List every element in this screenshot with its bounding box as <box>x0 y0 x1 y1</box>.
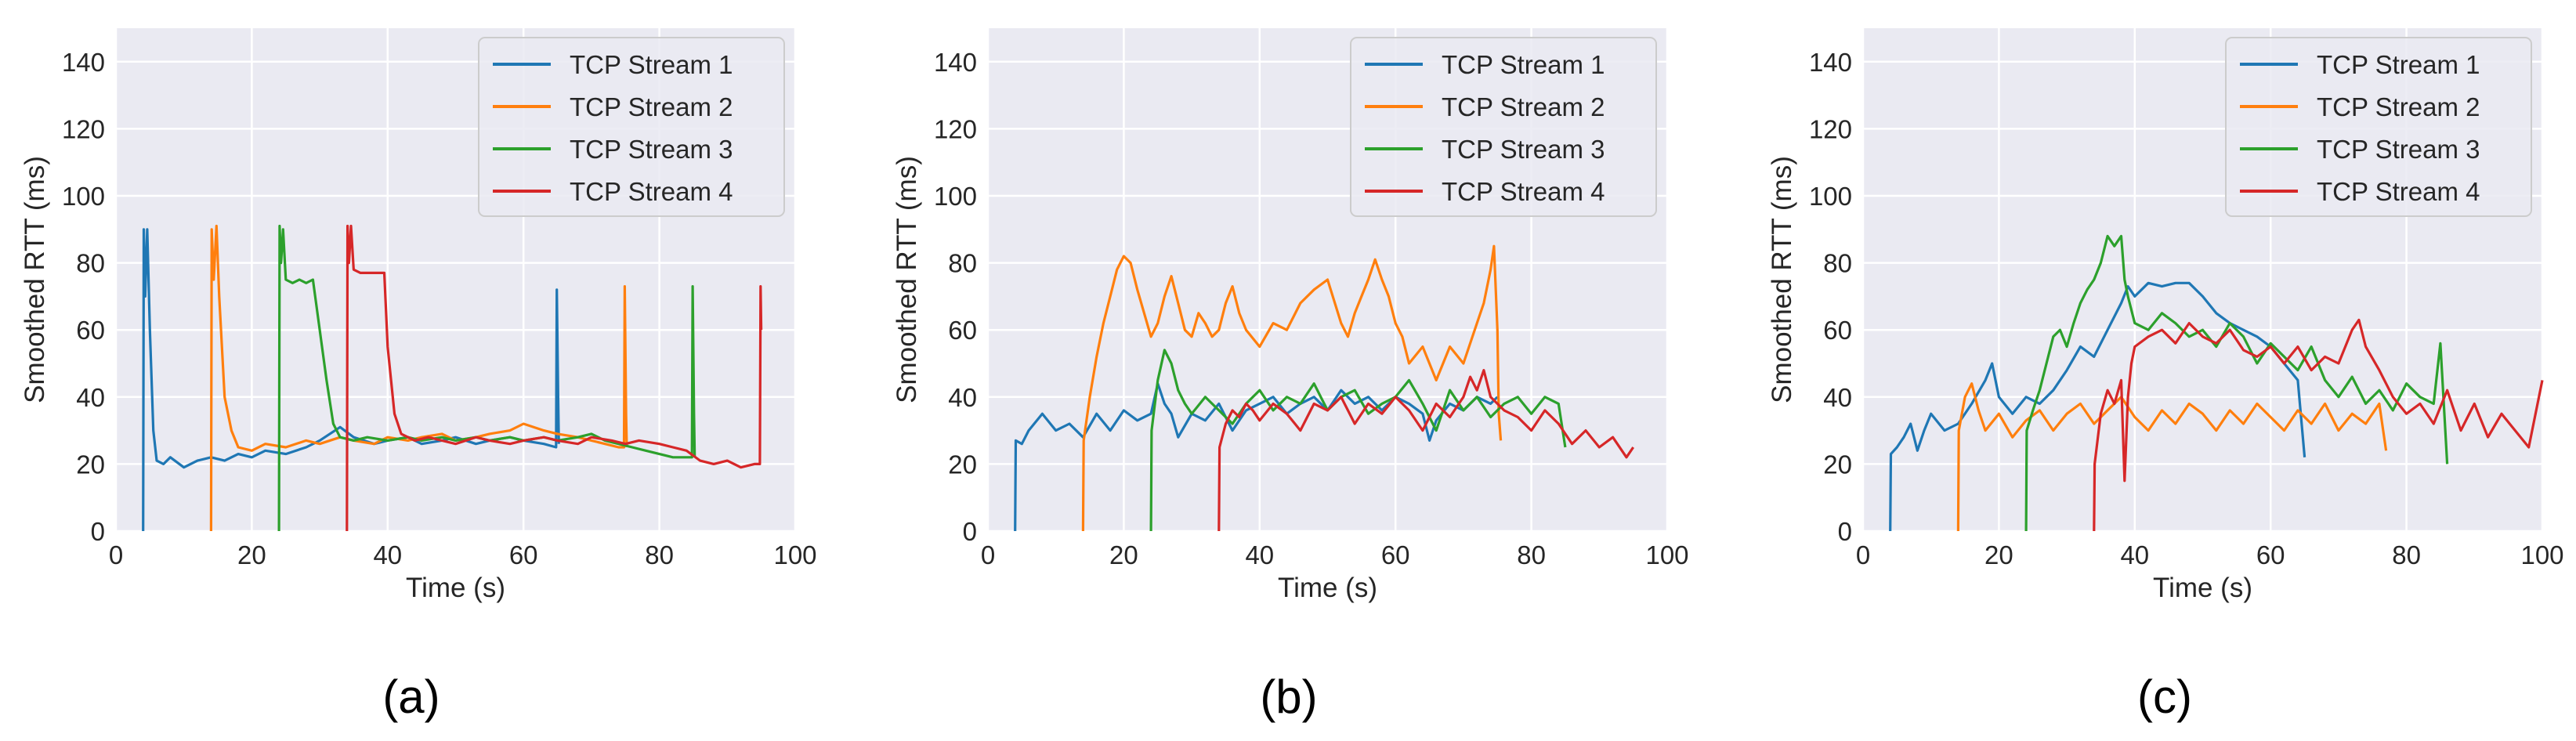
legend-label-3: TCP Stream 3 <box>2317 135 2480 164</box>
caption-a: (a) <box>382 671 440 723</box>
y-tick-label: 100 <box>934 182 977 211</box>
legend: TCP Stream 1 TCP Stream 2 TCP Stream 3 TCP … <box>1350 37 1657 217</box>
legend-label-4: TCP Stream 4 <box>1442 177 1605 206</box>
y-axis-label: Smoothed RTT (ms) <box>1767 156 1797 403</box>
y-tick-label: 80 <box>1823 249 1852 278</box>
x-tick-label: 80 <box>2392 540 2421 569</box>
y-axis-label: Smoothed RTT (ms) <box>20 156 50 403</box>
legend-label-1: TCP Stream 1 <box>1442 50 1605 79</box>
x-tick-label: 60 <box>1381 540 1410 569</box>
legend-label-1: TCP Stream 1 <box>2317 50 2480 79</box>
caption-b: (b) <box>1260 671 1317 723</box>
series-line-2 <box>1081 244 1503 532</box>
legend-label-2: TCP Stream 2 <box>2317 92 2480 121</box>
series-line-4 <box>1217 369 1635 532</box>
legend-label-3: TCP Stream 3 <box>1442 135 1605 164</box>
legend-label-4: TCP Stream 4 <box>2317 177 2480 206</box>
y-tick-label: 140 <box>62 48 105 77</box>
y-tick-label: 20 <box>948 450 977 479</box>
x-tick-label: 100 <box>1645 540 1688 569</box>
legend-label-4: TCP Stream 4 <box>570 177 733 206</box>
x-tick-label: 20 <box>1109 540 1138 569</box>
y-tick-label: 140 <box>1809 48 1852 77</box>
series-line-3 <box>2024 234 2449 532</box>
chart-panel-a: 0 20 40 60 80 100 0 20 40 60 80 100 120 140 Time (s) Sm… <box>20 28 817 603</box>
y-tick-label: 60 <box>948 316 977 345</box>
legend-label-2: TCP Stream 2 <box>1442 92 1605 121</box>
series-line-2 <box>209 224 628 532</box>
series-line-1 <box>1889 281 2306 532</box>
x-tick-label: 80 <box>1517 540 1546 569</box>
y-tick-label: 120 <box>934 114 977 143</box>
caption-c: (c) <box>2137 671 2192 723</box>
x-tick-label: 60 <box>2256 540 2285 569</box>
series-line-3 <box>277 224 696 532</box>
x-tick-label: 100 <box>773 540 816 569</box>
x-tick-label: 40 <box>373 540 402 569</box>
x-tick-label: 40 <box>2120 540 2149 569</box>
x-tick-label: 0 <box>1856 540 1870 569</box>
legend-label-1: TCP Stream 1 <box>570 50 733 79</box>
y-tick-label: 100 <box>62 182 105 211</box>
y-tick-label: 0 <box>91 517 105 546</box>
x-tick-label: 100 <box>2520 540 2563 569</box>
chart-panel-b: 0 20 40 60 80 100 0 20 40 60 80 100 120 140 Time (s) Sm… <box>892 28 1689 603</box>
y-tick-label: 80 <box>948 249 977 278</box>
x-axis-label: Time (s) <box>1278 573 1377 603</box>
y-tick-label: 100 <box>1809 182 1852 211</box>
x-tick-label: 0 <box>981 540 995 569</box>
y-tick-label: 20 <box>1823 450 1852 479</box>
y-tick-label: 60 <box>1823 316 1852 345</box>
series-line-4 <box>346 224 763 532</box>
y-tick-label: 120 <box>62 114 105 143</box>
legend-label-3: TCP Stream 3 <box>570 135 733 164</box>
legend-box <box>478 37 785 217</box>
series-line-2 <box>1956 382 2388 532</box>
y-tick-label: 80 <box>76 249 105 278</box>
x-tick-label: 40 <box>1245 540 1274 569</box>
y-tick-label: 20 <box>76 450 105 479</box>
x-tick-label: 0 <box>109 540 123 569</box>
legend-label-2: TCP Stream 2 <box>570 92 733 121</box>
y-tick-label: 0 <box>963 517 977 546</box>
series-line-4 <box>2093 318 2544 532</box>
y-tick-label: 40 <box>76 383 105 412</box>
y-tick-label: 0 <box>1838 517 1852 546</box>
x-tick-label: 80 <box>645 540 674 569</box>
x-tick-label: 20 <box>1984 540 2013 569</box>
legend-box <box>1350 37 1657 217</box>
y-tick-label: 60 <box>76 316 105 345</box>
y-tick-label: 40 <box>1823 383 1852 412</box>
x-tick-label: 20 <box>237 540 266 569</box>
x-axis-label: Time (s) <box>2153 573 2252 603</box>
chart-panel-c: 0 20 40 60 80 100 0 20 40 60 80 100 120 140 Time (s) Sm… <box>1767 28 2564 603</box>
y-tick-label: 40 <box>948 383 977 412</box>
legend: TCP Stream 1 TCP Stream 2 TCP Stream 3 TCP … <box>2225 37 2532 217</box>
legend-box <box>2225 37 2532 217</box>
y-axis-label: Smoothed RTT (ms) <box>892 156 922 403</box>
x-axis-label: Time (s) <box>406 573 505 603</box>
legend: TCP Stream 1 TCP Stream 2 TCP Stream 3 TCP … <box>478 37 785 217</box>
y-tick-label: 120 <box>1809 114 1852 143</box>
y-tick-label: 140 <box>934 48 977 77</box>
series-line-1 <box>1014 382 1499 532</box>
x-tick-label: 60 <box>509 540 538 569</box>
